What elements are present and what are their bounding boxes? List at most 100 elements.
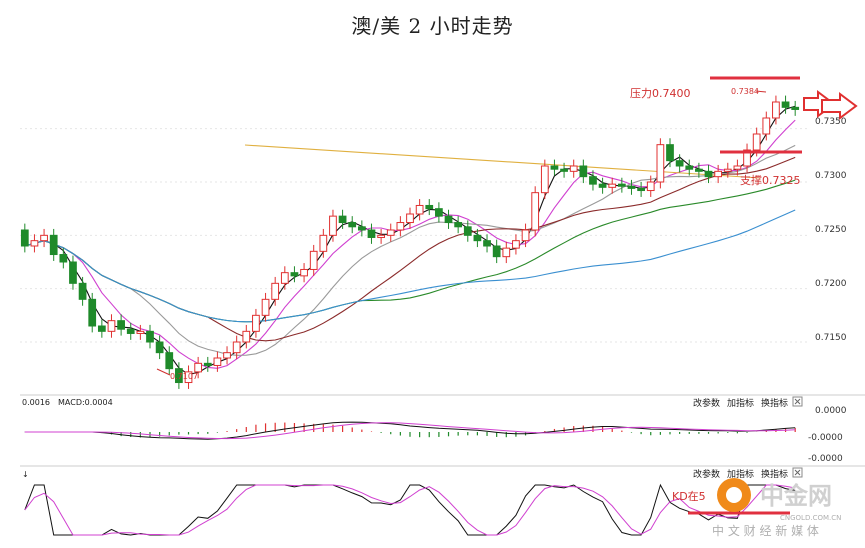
candle-body: [579, 165, 588, 178]
candle-body: [666, 144, 674, 162]
candle-body: [492, 245, 501, 258]
candle-body: [175, 368, 183, 384]
low-price-label: 0.7107: [170, 372, 198, 381]
candle-body: [743, 149, 751, 167]
add-indicator-button[interactable]: 加指标: [727, 468, 754, 480]
change-indicator-button[interactable]: 换指标: [761, 468, 788, 480]
y-tick-label: 0.7150: [815, 333, 847, 343]
candle-body: [30, 240, 39, 247]
candle-body: [49, 234, 58, 256]
candle-body: [723, 168, 732, 172]
candle-body: [531, 192, 540, 231]
candle-body: [280, 272, 289, 284]
candle-body: [194, 362, 203, 373]
candle-body: [78, 282, 87, 300]
candle-body: [107, 320, 116, 332]
candle-body: [20, 229, 29, 247]
candle-body: [435, 208, 443, 217]
candle-body: [550, 165, 559, 170]
candle-body: [406, 213, 414, 224]
candle-body: [88, 298, 97, 327]
change-indicator-button[interactable]: 换指标: [761, 397, 788, 409]
candle-body: [695, 168, 703, 172]
candle-body: [40, 234, 48, 242]
y-tick-label: 0.7350: [815, 117, 847, 127]
kd-d-line: [24, 484, 796, 536]
add-indicator-button[interactable]: 加指标: [727, 397, 754, 409]
candle-body: [444, 215, 453, 224]
macd-value: 0.0016: [22, 398, 50, 407]
candle-body: [319, 234, 328, 252]
close-icon-glyph: [794, 398, 801, 405]
chart-grid: [20, 128, 810, 343]
candle-body: [59, 254, 68, 263]
candle-body: [165, 352, 174, 370]
candle-body: [656, 144, 665, 183]
candle-body: [146, 330, 154, 343]
macd-tick-label: 0.0000: [815, 406, 847, 416]
y-axis: 0.7350 0.7300 0.7250 0.7200 0.7150: [815, 117, 847, 343]
candle-body: [300, 268, 308, 277]
candle-body: [117, 320, 125, 330]
candle-body: [396, 222, 405, 231]
candle-body: [223, 352, 231, 359]
candle-body: [184, 371, 193, 384]
candle-body: [752, 133, 761, 151]
candle-body: [97, 325, 106, 332]
ma-line-20: [24, 156, 796, 342]
support-label: 支撑0.7325: [740, 173, 801, 187]
close-icon-glyph: [794, 469, 801, 476]
kd-annotation: KD在5: [672, 490, 706, 503]
candle-body: [473, 234, 482, 242]
adjust-params-button[interactable]: 改参数: [693, 468, 720, 480]
candle-body: [155, 341, 164, 354]
candle-body: [781, 101, 790, 108]
macd-dea-line: [24, 422, 796, 440]
candle-body: [136, 330, 145, 334]
candle-body: [617, 183, 626, 187]
candle-body: [232, 341, 241, 354]
candle-body: [521, 229, 530, 242]
candle-body: [733, 165, 742, 170]
watermark-slogan: 中 文 财 经 新 媒 体: [712, 523, 819, 538]
candle-body: [762, 117, 771, 135]
ma-line-12: [24, 144, 796, 356]
high-pointer: [755, 90, 767, 93]
resistance-label: 压力0.7400: [630, 87, 691, 100]
candle-body: [242, 330, 251, 343]
watermark-domain: CNGOLD.COM.CN: [780, 514, 841, 522]
macd-dif-line: [24, 421, 796, 440]
candle-body: [126, 328, 135, 334]
candle-body: [569, 165, 578, 172]
candle-body: [309, 250, 318, 270]
ma-line-60: [24, 209, 796, 323]
macd-tick-label: -0.0000: [808, 433, 843, 443]
watermark: 中金网 CNGOLD.COM.CN 中 文 财 经 新 媒 体: [712, 478, 841, 538]
watermark-brand: 中金网: [760, 482, 832, 510]
kd-arrow-icon: ↓: [22, 470, 29, 479]
candle-body: [637, 187, 645, 192]
candle-body: [598, 183, 607, 188]
high-price-label: 0.7384: [731, 87, 759, 96]
candlesticks: [20, 95, 800, 389]
candle-body: [425, 204, 434, 210]
watermark-logo-inner: [726, 487, 742, 503]
kd-indicator: [24, 483, 796, 536]
adjust-params-button[interactable]: 改参数: [693, 397, 720, 409]
candle-body: [714, 170, 723, 178]
candle-body: [646, 181, 655, 192]
candle-body: [463, 226, 472, 236]
candle-body: [261, 298, 270, 316]
macd-tick-label: -0.0000: [808, 454, 843, 464]
candle-body: [502, 247, 511, 258]
candle-body: [252, 314, 260, 332]
candle-body: [415, 204, 424, 215]
candle-body: [675, 160, 684, 167]
candle-body: [203, 362, 212, 366]
y-tick-label: 0.7300: [815, 171, 847, 181]
candle-body: [512, 240, 520, 249]
candle-body: [329, 215, 337, 236]
candle-body: [367, 229, 376, 238]
ma-line-long: [244, 144, 761, 179]
